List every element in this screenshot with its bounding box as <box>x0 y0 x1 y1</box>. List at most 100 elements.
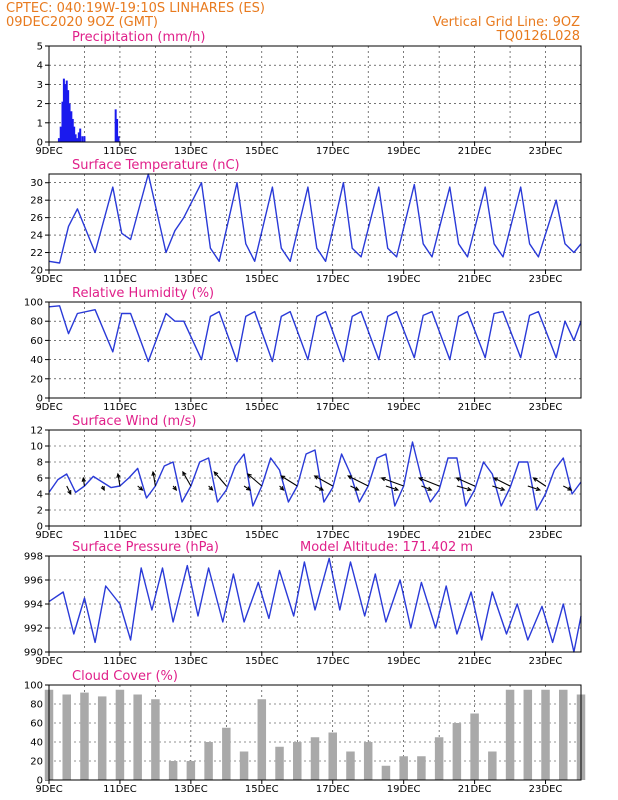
data-bar <box>73 126 76 142</box>
y-tick-label: 22 <box>30 248 43 259</box>
data-bar <box>381 765 391 780</box>
wind-vector <box>314 475 334 487</box>
wind-vector <box>247 473 263 487</box>
data-bar <box>363 742 373 780</box>
panel-title: Surface Temperature (nC) <box>72 158 240 173</box>
x-tick-label: 23DEC <box>529 146 563 157</box>
x-tick-label: 11DEC <box>103 656 137 667</box>
data-bar <box>293 742 302 780</box>
data-bar <box>541 689 550 780</box>
y-tick-label: 5 <box>37 42 43 53</box>
wind-arrowhead <box>138 486 144 491</box>
wind-arrowhead <box>393 486 400 492</box>
wind-arrowhead <box>279 486 285 491</box>
wind-vector <box>347 475 369 487</box>
panel-6: 0 20 40 60 80 100 9DEC 11DEC 13DEC 15DEC 17DEC 19DE… <box>24 669 586 795</box>
x-tick-label: 13DEC <box>174 146 208 157</box>
wind-arrowhead <box>535 486 542 492</box>
x-tick-label: 19DEC <box>387 656 421 667</box>
data-bar <box>559 689 568 780</box>
data-bar <box>81 136 84 142</box>
data-bar <box>275 746 284 780</box>
wind-vector <box>385 485 399 491</box>
y-tick-label: 100 <box>24 298 43 309</box>
model-altitude: Model Altitude: 171.402 m <box>300 540 473 555</box>
x-tick-label: 15DEC <box>245 656 279 667</box>
wind-arrowhead <box>208 486 214 491</box>
x-tick-label: 9DEC <box>35 656 62 667</box>
y-tick-label: 998 <box>24 552 43 563</box>
y-tick-label: 994 <box>24 600 43 611</box>
data-bar <box>505 689 515 780</box>
x-tick-label: 11DEC <box>103 402 137 413</box>
wind-vector <box>314 485 324 491</box>
wind-vector <box>213 471 227 487</box>
x-tick-label: 11DEC <box>103 784 137 795</box>
panel-4: 0 2 4 6 8 10 12 9DEC 11DEC 13DEC 15DEC 17DEC 19DEC 21… <box>30 414 582 541</box>
data-bar <box>346 751 355 780</box>
y-tick-label: 20 <box>30 374 43 385</box>
wind-vector <box>456 485 472 491</box>
x-tick-label: 11DEC <box>103 530 137 541</box>
x-tick-label: 21DEC <box>458 784 492 795</box>
x-tick-label: 15DEC <box>245 784 279 795</box>
data-bar <box>117 136 120 142</box>
y-tick-label: 2 <box>37 99 43 110</box>
panel-1: 0 1 2 3 4 5 9DEC 11DEC 13DEC 15DEC 17DEC 19DEC 21DEC… <box>35 30 582 157</box>
series-line <box>48 557 582 653</box>
x-tick-label: 23DEC <box>529 656 563 667</box>
header-model: TQ0126L028 <box>496 29 580 44</box>
y-tick-label: 0 <box>37 394 43 405</box>
x-tick-label: 21DEC <box>458 656 492 667</box>
y-tick-label: 30 <box>30 178 43 189</box>
y-tick-label: 2 <box>37 506 43 517</box>
y-tick-label: 990 <box>24 648 43 659</box>
wind-arrowhead <box>318 486 325 491</box>
wind-vector <box>563 485 572 491</box>
x-tick-label: 21DEC <box>458 274 492 285</box>
wind-arrowhead <box>116 472 121 478</box>
data-bar <box>399 756 408 780</box>
panel-title: Cloud Cover (%) <box>72 669 178 684</box>
x-tick-label: 19DEC <box>387 784 421 795</box>
x-tick-label: 17DEC <box>316 784 350 795</box>
wind-vector <box>350 485 359 491</box>
x-tick-label: 23DEC <box>529 784 563 795</box>
panel-title: Surface Wind (m/s) <box>72 414 196 429</box>
plot-frame <box>48 429 582 527</box>
x-tick-label: 13DEC <box>174 784 208 795</box>
x-tick-label: 19DEC <box>387 402 421 413</box>
wind-vector <box>280 475 298 487</box>
panel-2: 20 22 24 26 28 30 9DEC 11DEC 13DEC 15DEC 17DEC 19DE… <box>30 158 582 285</box>
x-tick-label: 19DEC <box>387 530 421 541</box>
y-tick-label: 6 <box>37 474 43 485</box>
x-tick-label: 23DEC <box>529 274 563 285</box>
wind-vector <box>117 473 121 487</box>
x-tick-label: 15DEC <box>245 530 279 541</box>
data-bar <box>62 78 65 142</box>
x-tick-label: 19DEC <box>387 274 421 285</box>
data-bar <box>65 80 68 142</box>
data-bar <box>59 126 62 142</box>
y-tick-label: 3 <box>37 80 43 91</box>
x-tick-label: 17DEC <box>316 656 350 667</box>
panel-3: 0 20 40 60 80 100 9DEC 11DEC 13DEC 15DEC 17DEC 19DE… <box>24 286 582 413</box>
wind-vector <box>418 477 440 487</box>
y-tick-label: 10 <box>30 442 43 453</box>
plot-frame <box>48 555 582 653</box>
x-tick-label: 19DEC <box>387 146 421 157</box>
x-tick-label: 15DEC <box>245 146 279 157</box>
y-tick-label: 60 <box>30 336 43 347</box>
x-tick-label: 9DEC <box>35 530 62 541</box>
data-bar <box>80 692 89 780</box>
data-bar <box>328 732 337 780</box>
wind-vector <box>82 477 86 487</box>
wind-arrowhead <box>67 490 72 496</box>
data-bar <box>79 128 82 142</box>
data-bar <box>68 103 71 142</box>
y-tick-label: 40 <box>30 738 43 749</box>
header-location: CPTEC: 040:19W-19:10S LINHARES (ES) <box>6 1 265 16</box>
series-line <box>48 441 582 511</box>
data-bar <box>83 136 86 142</box>
wind-vector <box>421 485 432 491</box>
